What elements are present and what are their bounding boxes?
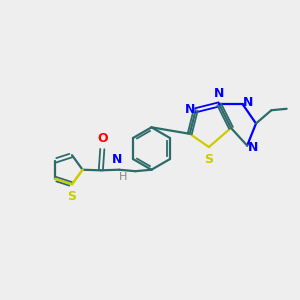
Text: S: S	[68, 190, 76, 202]
Text: N: N	[185, 103, 196, 116]
Text: S: S	[204, 153, 213, 166]
Text: H: H	[119, 172, 128, 182]
Text: N: N	[214, 87, 224, 100]
Text: N: N	[243, 96, 253, 110]
Text: O: O	[97, 132, 108, 145]
Text: N: N	[112, 153, 122, 166]
Text: N: N	[248, 141, 258, 154]
